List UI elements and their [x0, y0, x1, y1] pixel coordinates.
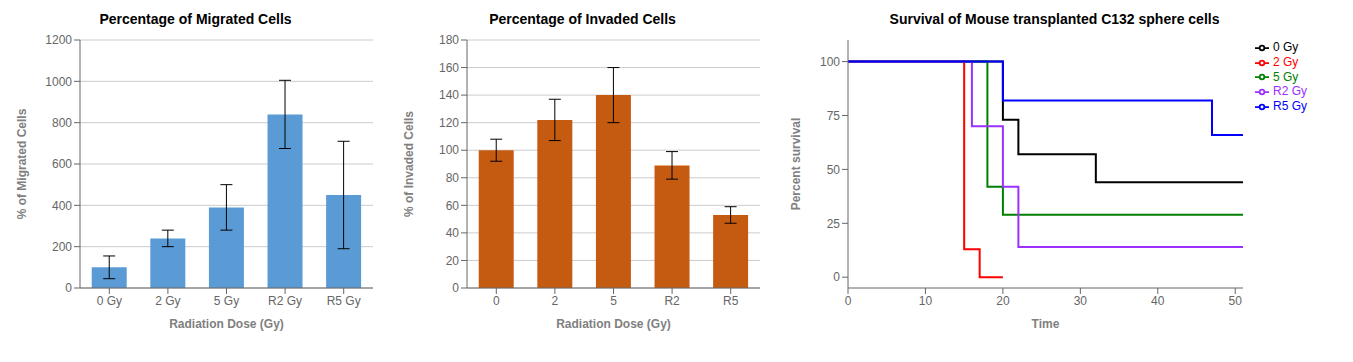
- svg-text:50: 50: [827, 163, 841, 177]
- svg-text:25: 25: [827, 217, 841, 231]
- svg-text:Radiation Dose (Gy): Radiation Dose (Gy): [556, 317, 671, 331]
- svg-text:Time: Time: [1032, 317, 1060, 331]
- svg-text:80: 80: [446, 171, 460, 185]
- svg-text:R5 Gy: R5 Gy: [327, 294, 361, 308]
- html-text:Percentage of Invaded Cells: Percentage of Invaded Cells: [489, 11, 676, 27]
- svg-text:20: 20: [996, 294, 1010, 308]
- html-text:Survival of Mouse transplanted: Survival of Mouse transplanted C132 sphe…: [889, 11, 1220, 27]
- svg-text:2: 2: [552, 294, 559, 308]
- svg-text:30: 30: [1074, 294, 1088, 308]
- svg-text:60: 60: [446, 199, 460, 213]
- svg-text:200: 200: [52, 240, 72, 254]
- svg-text:R5: R5: [723, 294, 739, 308]
- svg-text:50: 50: [1229, 294, 1243, 308]
- svg-text:0: 0: [833, 270, 840, 284]
- svg-text:20: 20: [446, 254, 460, 268]
- svg-text:600: 600: [52, 157, 72, 171]
- svg-text:5 Gy: 5 Gy: [214, 294, 239, 308]
- svg-text:R2: R2: [664, 294, 680, 308]
- svg-text:160: 160: [439, 61, 459, 75]
- html-text:Percentage of Migrated Cells: Percentage of Migrated Cells: [99, 11, 292, 27]
- svg-text:400: 400: [52, 199, 72, 213]
- svg-text:100: 100: [820, 55, 840, 69]
- html-text:0 Gy: 0 Gy: [1273, 40, 1299, 54]
- svg-text:0 Gy: 0 Gy: [97, 294, 122, 308]
- html-text:2 Gy: 2 Gy: [1273, 54, 1299, 69]
- svg-text:2 Gy: 2 Gy: [155, 294, 180, 308]
- svg-text:5: 5: [610, 294, 617, 308]
- svg-text:Percent survival: Percent survival: [789, 118, 803, 211]
- svg-text:40: 40: [446, 226, 460, 240]
- html-text:R2 Gy: R2 Gy: [1273, 84, 1307, 99]
- html-text:R5 Gy: R5 Gy: [1273, 99, 1307, 114]
- svg-text:% of Invaded Cells: % of Invaded Cells: [402, 111, 416, 217]
- svg-text:R2 Gy: R2 Gy: [268, 294, 302, 308]
- svg-text:75: 75: [827, 109, 841, 123]
- svg-text:1200: 1200: [45, 33, 72, 47]
- svg-text:120: 120: [439, 116, 459, 130]
- svg-text:0: 0: [845, 294, 852, 308]
- svg-text:Radiation Dose (Gy): Radiation Dose (Gy): [169, 317, 284, 331]
- html-text:5 Gy: 5 Gy: [1273, 69, 1299, 84]
- svg-text:0: 0: [65, 281, 72, 295]
- svg-text:1000: 1000: [45, 75, 72, 89]
- svg-text:800: 800: [52, 116, 72, 130]
- svg-text:% of Migrated Cells: % of Migrated Cells: [15, 108, 29, 219]
- svg-text:40: 40: [1151, 294, 1165, 308]
- svg-text:140: 140: [439, 88, 459, 102]
- svg-text:10: 10: [919, 294, 933, 308]
- svg-text:0: 0: [493, 294, 500, 308]
- svg-text:180: 180: [439, 33, 459, 47]
- svg-text:100: 100: [439, 143, 459, 157]
- svg-text:0: 0: [452, 281, 459, 295]
